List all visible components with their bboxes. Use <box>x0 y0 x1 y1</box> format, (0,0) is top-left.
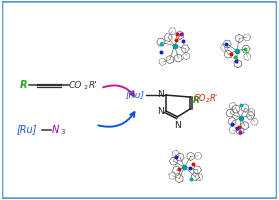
Text: N: N <box>51 125 59 135</box>
Text: [Ru]: [Ru] <box>17 125 37 135</box>
Text: CO: CO <box>69 81 82 90</box>
Text: 2: 2 <box>206 98 210 102</box>
Text: CO: CO <box>193 94 206 103</box>
Text: R': R' <box>210 94 218 103</box>
Text: N: N <box>157 90 164 99</box>
Text: R: R <box>20 80 27 90</box>
Text: R: R <box>193 96 200 105</box>
FancyBboxPatch shape <box>2 1 277 199</box>
Text: 2: 2 <box>84 85 88 90</box>
Text: 3: 3 <box>60 129 65 135</box>
Text: N: N <box>174 121 181 130</box>
Text: R': R' <box>89 81 97 90</box>
Text: [Ru]: [Ru] <box>126 91 145 100</box>
Text: N: N <box>157 107 164 116</box>
